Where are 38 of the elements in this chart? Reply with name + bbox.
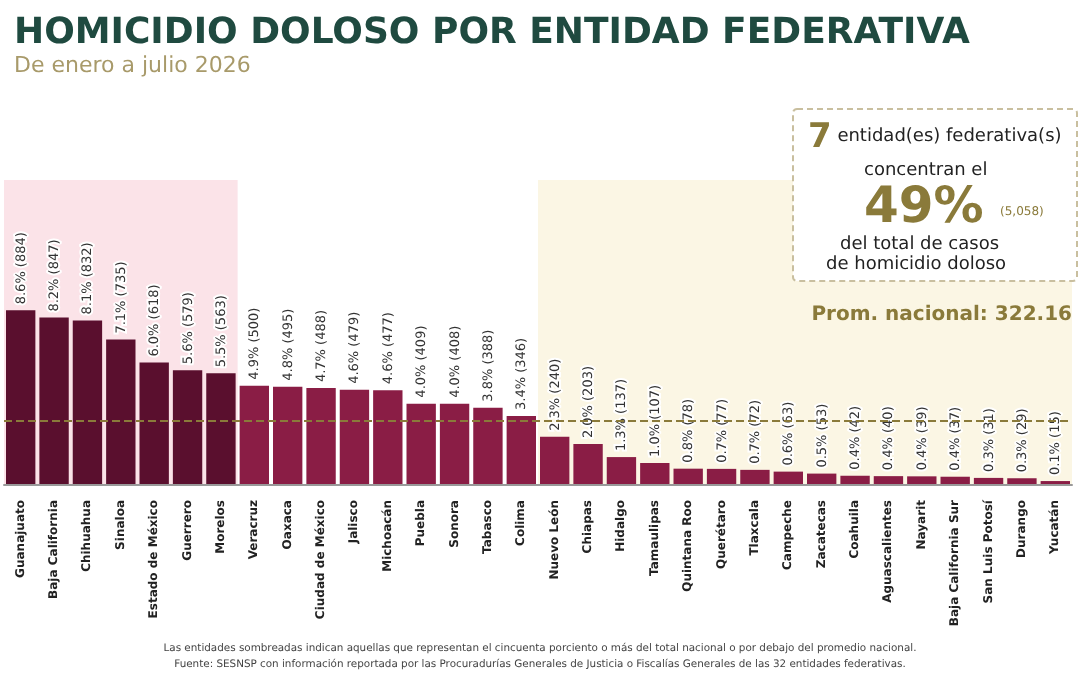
- bar: [506, 416, 536, 484]
- bar: [673, 468, 703, 484]
- chart-subtitle: De enero a julio 2026: [14, 52, 251, 78]
- bar: [273, 386, 303, 484]
- bar: [373, 390, 403, 484]
- bar: [773, 471, 803, 484]
- bar: [6, 310, 36, 484]
- bar: [106, 339, 136, 484]
- bar: [573, 444, 603, 484]
- text: concentran el: [864, 161, 988, 181]
- bar: [72, 320, 103, 484]
- bar: [840, 475, 870, 484]
- bar: [973, 477, 1004, 484]
- bar: [206, 373, 236, 484]
- bar: [873, 476, 904, 484]
- bar: [807, 473, 837, 484]
- bar: [740, 469, 770, 484]
- bar: [473, 407, 503, 484]
- bar: [239, 385, 269, 484]
- ref-line-label: Prom. nacional: 322.16: [811, 303, 1073, 326]
- bar: [706, 468, 737, 484]
- chart-title: HOMICIDIO DOLOSO POR ENTIDAD FEDERATIVA: [14, 11, 970, 53]
- bar: [1007, 478, 1037, 484]
- bar: [306, 388, 336, 484]
- text: del total de casos: [840, 235, 1000, 255]
- text: de homicidio doloso: [826, 255, 1008, 275]
- bar: [439, 403, 470, 484]
- bar: [907, 476, 937, 484]
- bar: [606, 457, 637, 484]
- bar: [540, 436, 570, 484]
- bar: [172, 370, 203, 484]
- bar: [406, 403, 436, 484]
- bar: [39, 317, 69, 484]
- bar: [139, 362, 169, 484]
- bar: [339, 389, 370, 484]
- bar: [940, 476, 970, 484]
- text: 49%: [864, 176, 984, 234]
- bar: [640, 462, 670, 484]
